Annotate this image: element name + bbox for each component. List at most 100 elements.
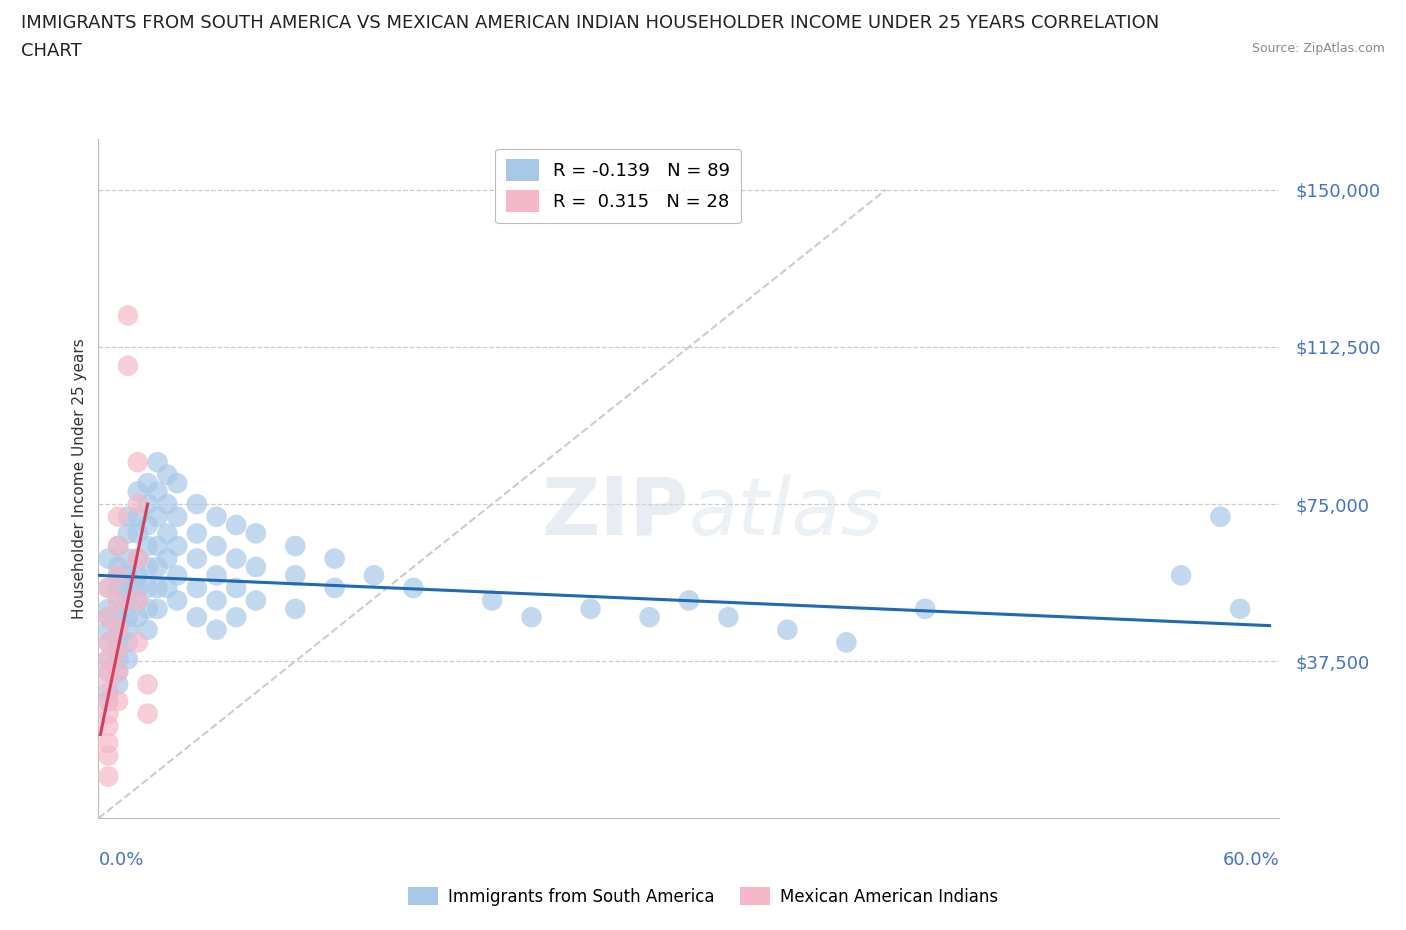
- Point: [225, 551, 247, 566]
- Point: [97, 652, 120, 667]
- Point: [225, 580, 247, 595]
- Point: [107, 593, 129, 608]
- Point: [97, 551, 120, 566]
- Point: [117, 652, 139, 667]
- Point: [186, 497, 208, 512]
- Point: [127, 610, 149, 625]
- Point: [127, 497, 149, 512]
- Point: [127, 635, 149, 650]
- Point: [186, 551, 208, 566]
- Point: [97, 748, 120, 763]
- Point: [97, 664, 120, 679]
- Point: [127, 580, 149, 595]
- Point: [136, 602, 159, 617]
- Point: [136, 706, 159, 721]
- Point: [127, 593, 149, 608]
- Point: [136, 497, 159, 512]
- Point: [186, 580, 208, 595]
- Point: [166, 568, 188, 583]
- Point: [107, 568, 129, 583]
- Point: [1229, 602, 1251, 617]
- Point: [1170, 568, 1192, 583]
- Text: atlas: atlas: [689, 474, 884, 551]
- Point: [245, 526, 267, 541]
- Point: [284, 602, 307, 617]
- Point: [205, 568, 228, 583]
- Point: [117, 610, 139, 625]
- Point: [107, 664, 129, 679]
- Point: [579, 602, 602, 617]
- Point: [127, 551, 149, 566]
- Point: [205, 622, 228, 637]
- Point: [166, 593, 188, 608]
- Point: [107, 635, 129, 650]
- Point: [146, 602, 169, 617]
- Point: [136, 476, 159, 491]
- Point: [107, 622, 129, 637]
- Point: [146, 485, 169, 499]
- Point: [97, 736, 120, 751]
- Point: [323, 580, 346, 595]
- Point: [638, 610, 661, 625]
- Point: [835, 635, 858, 650]
- Point: [146, 510, 169, 525]
- Point: [323, 551, 346, 566]
- Point: [166, 510, 188, 525]
- Point: [402, 580, 425, 595]
- Point: [127, 593, 149, 608]
- Legend: Immigrants from South America, Mexican American Indians: Immigrants from South America, Mexican A…: [402, 881, 1004, 912]
- Point: [146, 455, 169, 470]
- Point: [136, 580, 159, 595]
- Point: [225, 610, 247, 625]
- Point: [127, 510, 149, 525]
- Point: [97, 635, 120, 650]
- Point: [136, 560, 159, 575]
- Point: [205, 593, 228, 608]
- Point: [146, 538, 169, 553]
- Point: [156, 467, 179, 482]
- Point: [97, 685, 120, 700]
- Point: [117, 622, 139, 637]
- Point: [107, 538, 129, 553]
- Point: [225, 518, 247, 533]
- Point: [156, 497, 179, 512]
- Point: [127, 568, 149, 583]
- Point: [97, 694, 120, 709]
- Point: [717, 610, 740, 625]
- Y-axis label: Householder Income Under 25 years: Householder Income Under 25 years: [72, 339, 87, 619]
- Point: [97, 769, 120, 784]
- Point: [107, 610, 129, 625]
- Point: [136, 518, 159, 533]
- Point: [107, 664, 129, 679]
- Point: [205, 510, 228, 525]
- Point: [97, 694, 120, 709]
- Point: [205, 538, 228, 553]
- Point: [127, 455, 149, 470]
- Text: 60.0%: 60.0%: [1223, 851, 1279, 870]
- Point: [481, 593, 503, 608]
- Point: [136, 677, 159, 692]
- Point: [678, 593, 700, 608]
- Point: [107, 652, 129, 667]
- Point: [127, 551, 149, 566]
- Point: [117, 593, 139, 608]
- Point: [363, 568, 385, 583]
- Point: [97, 635, 120, 650]
- Point: [97, 719, 120, 734]
- Point: [97, 706, 120, 721]
- Point: [117, 526, 139, 541]
- Point: [97, 622, 120, 637]
- Point: [107, 694, 129, 709]
- Text: Source: ZipAtlas.com: Source: ZipAtlas.com: [1251, 42, 1385, 55]
- Point: [245, 593, 267, 608]
- Point: [914, 602, 936, 617]
- Point: [186, 610, 208, 625]
- Point: [136, 622, 159, 637]
- Point: [284, 568, 307, 583]
- Point: [117, 551, 139, 566]
- Point: [97, 610, 120, 625]
- Point: [776, 622, 799, 637]
- Point: [107, 644, 129, 658]
- Point: [97, 677, 120, 692]
- Point: [97, 602, 120, 617]
